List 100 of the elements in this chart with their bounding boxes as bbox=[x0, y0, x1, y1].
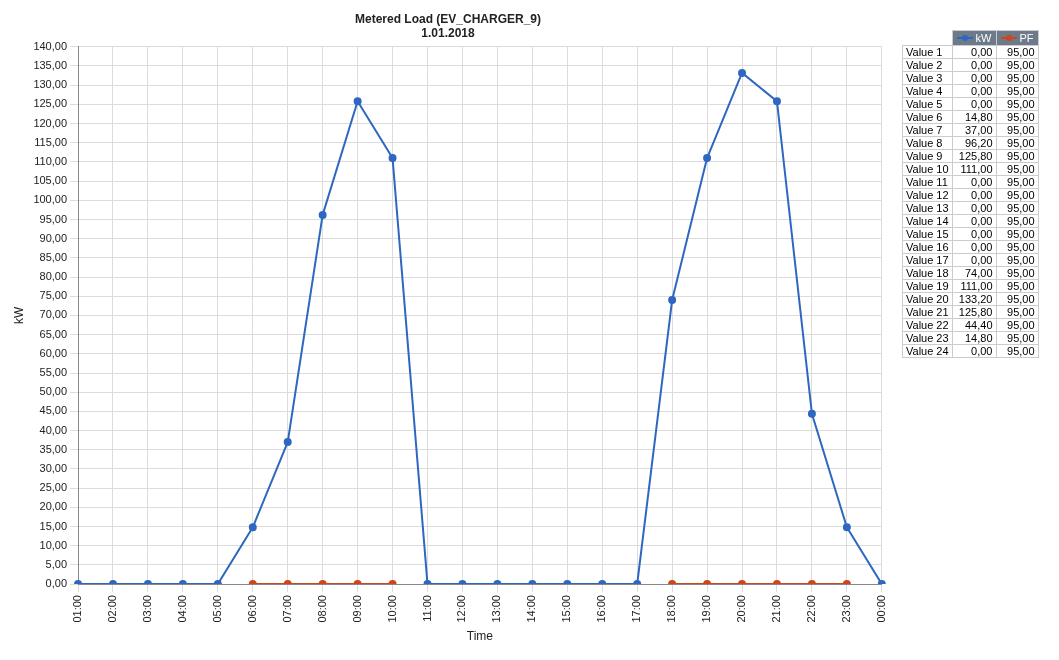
data-label: 0,00 bbox=[952, 344, 996, 358]
point bbox=[318, 210, 327, 219]
data-label: 0,00 bbox=[952, 214, 996, 228]
x-tick-label: 21:00 bbox=[769, 595, 782, 623]
data-label: 133,20 bbox=[952, 292, 996, 306]
x-tick-label: 00:00 bbox=[874, 595, 887, 623]
data-label: 74,00 bbox=[952, 266, 996, 280]
y-tick-label: 50,00 bbox=[39, 385, 68, 398]
data-label: 95,00 bbox=[996, 123, 1039, 137]
y-tick-label: 135,00 bbox=[33, 59, 68, 72]
y-tick-label: 10,00 bbox=[39, 538, 68, 551]
data-label: 96,20 bbox=[952, 136, 996, 150]
data-label: 44,40 bbox=[952, 318, 996, 332]
data-label: 95,00 bbox=[996, 240, 1039, 254]
x-tick-label: 22:00 bbox=[804, 595, 817, 623]
data-label: 95,00 bbox=[996, 97, 1039, 111]
data-label: 95,00 bbox=[996, 188, 1039, 202]
x-axis-title: Time bbox=[466, 629, 494, 644]
category-label: Value 22 bbox=[902, 318, 953, 332]
category-label: Value 9 bbox=[902, 149, 953, 163]
y-tick-label: 85,00 bbox=[39, 250, 68, 263]
data-label: 95,00 bbox=[996, 201, 1039, 215]
category-label: Value 21 bbox=[902, 305, 953, 319]
chart-title: Metered Load (EV_CHARGER_9) bbox=[354, 11, 542, 26]
data-label: 95,00 bbox=[996, 110, 1039, 124]
data-label: 125,80 bbox=[952, 305, 996, 319]
data-label: 95,00 bbox=[996, 253, 1039, 267]
y-tick-label: 65,00 bbox=[39, 327, 68, 340]
x-tick-label: 13:00 bbox=[490, 595, 503, 623]
data-label: 37,00 bbox=[952, 123, 996, 137]
point bbox=[772, 97, 781, 106]
y-tick-label: 90,00 bbox=[39, 231, 68, 244]
x-tick-label: 23:00 bbox=[839, 595, 852, 623]
x-tick-label: 04:00 bbox=[175, 595, 188, 623]
x-tick-label: 11:00 bbox=[420, 595, 433, 622]
data-label: 0,00 bbox=[952, 58, 996, 72]
y-tick-label: 45,00 bbox=[39, 404, 68, 417]
y-tick-label: 0,00 bbox=[45, 577, 68, 590]
y-tick-label: 5,00 bbox=[45, 557, 68, 570]
y-tick-label: 15,00 bbox=[39, 519, 68, 532]
category-label: Value 14 bbox=[902, 214, 953, 228]
data-label: 95,00 bbox=[996, 266, 1039, 280]
x-tick-label: 06:00 bbox=[245, 595, 258, 623]
point bbox=[283, 438, 292, 447]
point bbox=[807, 409, 816, 418]
data-label: 14,80 bbox=[952, 110, 996, 124]
category-label: Value 18 bbox=[902, 266, 953, 280]
data-label: 95,00 bbox=[996, 175, 1039, 189]
category-label: Value 13 bbox=[902, 201, 953, 215]
data-label: 95,00 bbox=[996, 331, 1039, 345]
data-label: 95,00 bbox=[996, 162, 1039, 176]
y-tick-label: 130,00 bbox=[33, 78, 68, 91]
category-label: Value 3 bbox=[902, 71, 953, 85]
data-label: 0,00 bbox=[952, 97, 996, 111]
x-tick-label: 10:00 bbox=[385, 595, 398, 623]
category-label: Value 17 bbox=[902, 253, 953, 267]
y-tick-label: 25,00 bbox=[39, 481, 68, 494]
y-tick-label: 120,00 bbox=[33, 116, 68, 129]
category-label: Value 4 bbox=[902, 84, 953, 98]
data-label: 14,80 bbox=[952, 331, 996, 345]
y-tick-label: 140,00 bbox=[33, 39, 68, 52]
x-tick-label: 20:00 bbox=[735, 595, 748, 623]
data-label: 0,00 bbox=[952, 175, 996, 189]
point bbox=[738, 68, 747, 77]
x-tick-label: 12:00 bbox=[455, 595, 468, 623]
data-label: 95,00 bbox=[996, 344, 1039, 358]
y-tick-label: 70,00 bbox=[39, 308, 68, 321]
y-tick-label: 30,00 bbox=[39, 461, 68, 474]
data-label: 95,00 bbox=[996, 149, 1039, 163]
category-label: Value 24 bbox=[902, 344, 953, 358]
data-label: 95,00 bbox=[996, 58, 1039, 72]
x-tick-label: 08:00 bbox=[315, 595, 328, 623]
point bbox=[353, 97, 362, 106]
y-tick-label: 100,00 bbox=[33, 193, 68, 206]
category-label: Value 12 bbox=[902, 188, 953, 202]
x-tick-label: 09:00 bbox=[350, 595, 363, 623]
x-tick-label: 05:00 bbox=[210, 595, 223, 623]
x-tick-label: 02:00 bbox=[106, 595, 119, 623]
category-label: Value 6 bbox=[902, 110, 953, 124]
category-label: Value 19 bbox=[902, 279, 953, 293]
data-label: 95,00 bbox=[996, 214, 1039, 228]
x-tick-label: 19:00 bbox=[700, 595, 713, 623]
data-label: 0,00 bbox=[952, 227, 996, 241]
category-label: Value 2 bbox=[902, 58, 953, 72]
y-tick-label: 40,00 bbox=[39, 423, 68, 436]
y-tick-label: 60,00 bbox=[39, 346, 68, 359]
y-tick-label: 95,00 bbox=[39, 212, 68, 225]
data-label: 95,00 bbox=[996, 318, 1039, 332]
category-label: Value 7 bbox=[902, 123, 953, 137]
data-label: 0,00 bbox=[952, 253, 996, 267]
x-tick-label: 07:00 bbox=[280, 595, 293, 623]
data-label: 125,80 bbox=[952, 149, 996, 163]
category-label: Value 23 bbox=[902, 331, 953, 345]
point bbox=[703, 154, 712, 163]
category-label: Value 20 bbox=[902, 292, 953, 306]
data-label: 0,00 bbox=[952, 71, 996, 85]
x-tick-label: 15:00 bbox=[560, 595, 573, 623]
chart-subtitle: 1.01.2018 bbox=[421, 25, 476, 40]
point bbox=[842, 523, 851, 532]
y-tick-label: 105,00 bbox=[33, 174, 68, 187]
